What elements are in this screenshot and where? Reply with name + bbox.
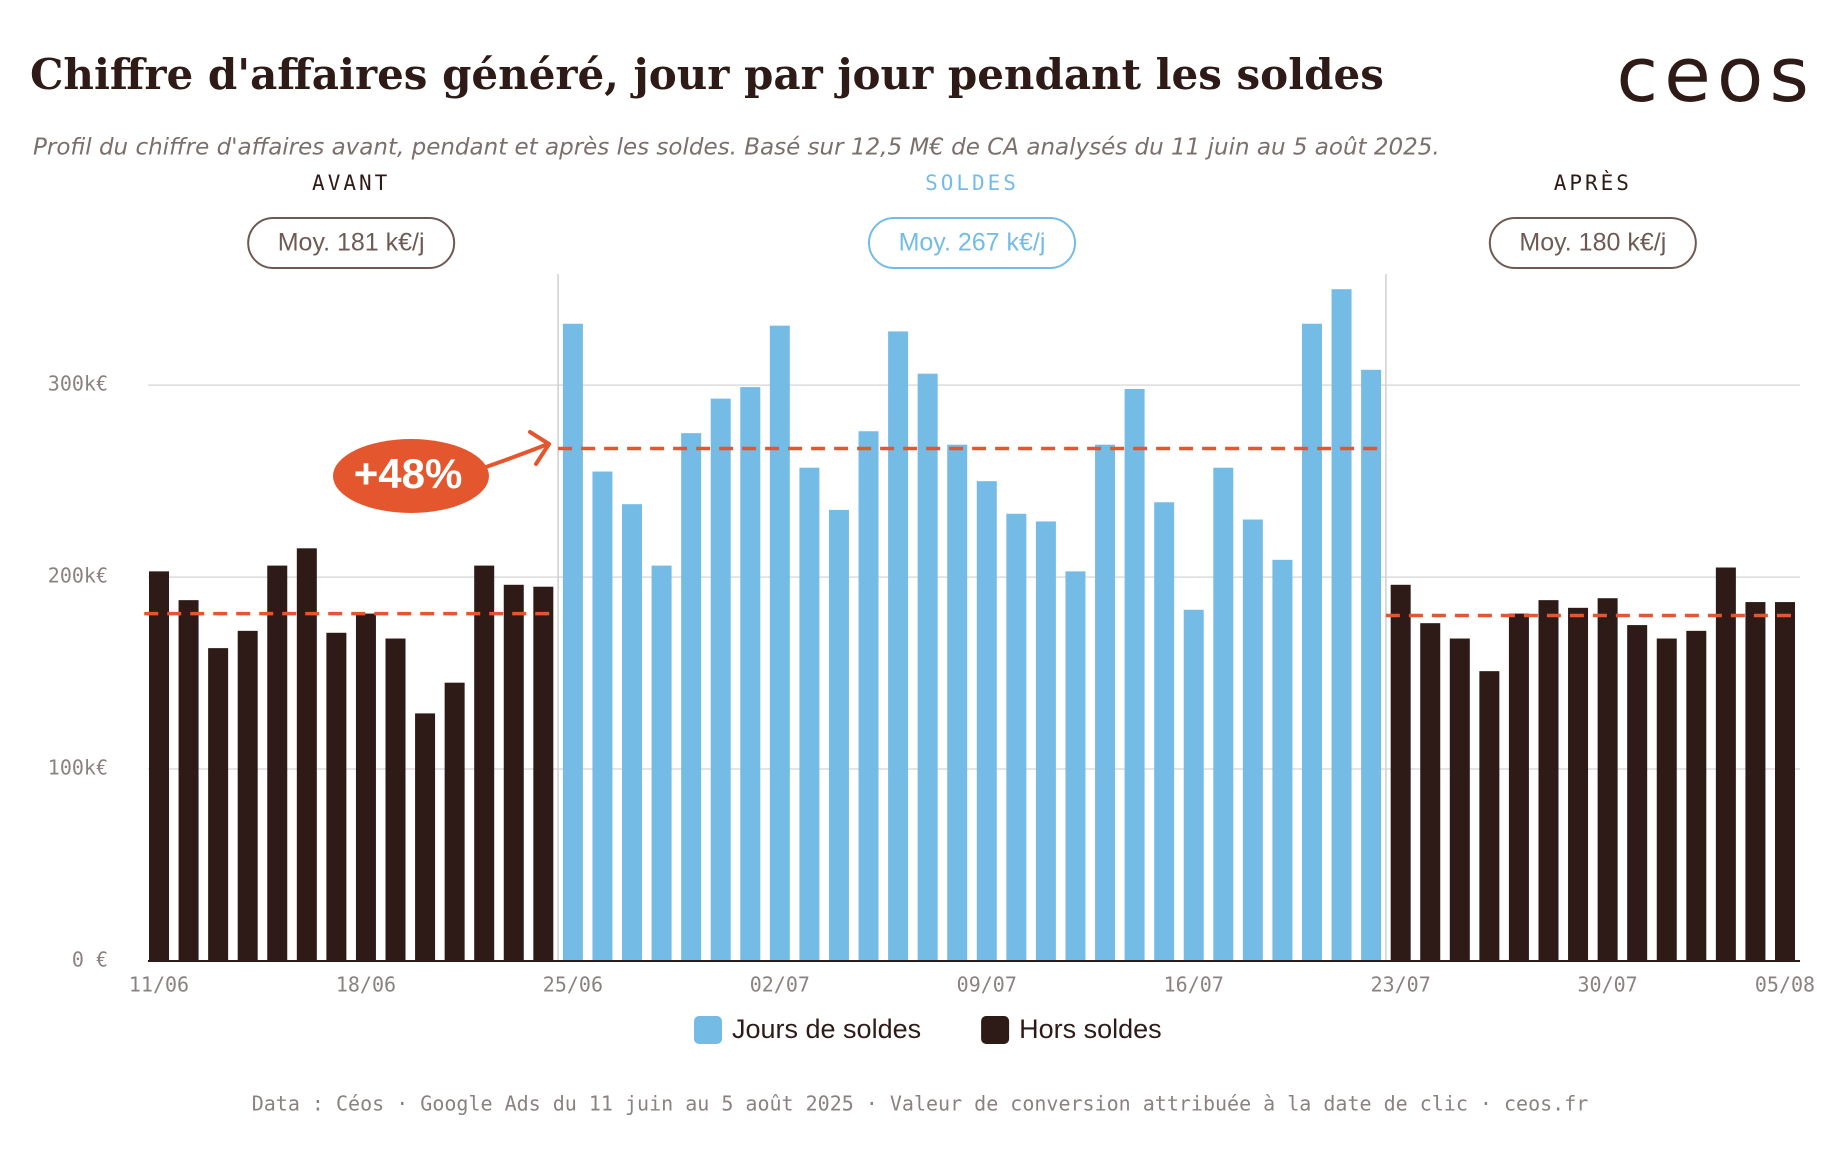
bar	[858, 431, 879, 961]
bar	[1538, 600, 1559, 961]
bar	[1479, 671, 1500, 961]
bar	[1390, 584, 1411, 961]
average-pill	[868, 217, 1076, 269]
bar	[1035, 521, 1056, 961]
bar	[917, 373, 938, 961]
legend-label: Jours de soldes	[732, 1014, 921, 1044]
x-tick-label: 25/06	[543, 973, 603, 997]
bar	[976, 481, 997, 961]
bar	[1154, 502, 1175, 961]
bar	[1095, 444, 1116, 961]
logo: ceos	[1616, 30, 1815, 119]
bar	[1420, 623, 1441, 961]
bar	[1656, 638, 1677, 961]
bar	[622, 504, 643, 961]
bar	[799, 467, 820, 961]
bar	[1508, 613, 1529, 961]
bar	[1597, 598, 1618, 961]
average-label: Moy. 181 k€/j	[278, 229, 425, 257]
bar	[326, 632, 347, 961]
bar	[1715, 567, 1736, 961]
bar	[1627, 625, 1648, 961]
chart-title: Chiffre d'affaires généré, jour par jour…	[30, 50, 1384, 99]
x-tick-label: 02/07	[750, 973, 810, 997]
bar	[267, 565, 288, 961]
legend-label: Hors soldes	[1019, 1014, 1162, 1044]
bar	[149, 571, 169, 961]
bar	[1183, 609, 1204, 961]
bar	[1449, 638, 1470, 961]
bar	[1213, 467, 1234, 961]
average-label: Moy. 267 k€/j	[899, 229, 1046, 257]
bar	[1775, 602, 1795, 961]
bar	[1272, 559, 1293, 961]
bar	[178, 600, 199, 961]
bar	[651, 565, 672, 961]
period-name: AVANT	[312, 171, 390, 195]
x-tick-label: 11/06	[129, 973, 189, 997]
bar	[592, 471, 613, 961]
legend-swatch	[694, 1016, 722, 1044]
bar	[681, 433, 702, 961]
x-tick-label: 23/07	[1371, 973, 1431, 997]
bar	[503, 584, 524, 961]
y-tick-label: 100k€	[48, 756, 108, 780]
bar	[208, 648, 229, 961]
y-tick-label: 300k€	[48, 372, 108, 396]
bar	[1568, 607, 1589, 961]
y-tick-label: 200k€	[48, 564, 108, 588]
average-pill	[247, 217, 456, 269]
average-label: Moy. 180 k€/j	[1519, 229, 1666, 257]
bar	[1065, 571, 1086, 961]
annotation-arrow	[484, 430, 551, 469]
legend-swatch	[981, 1016, 1010, 1044]
annotation: +48%	[354, 450, 463, 497]
bar	[385, 638, 406, 961]
bar	[1124, 389, 1145, 961]
bar	[444, 682, 465, 961]
bar	[1006, 513, 1027, 961]
bar	[710, 398, 731, 961]
bar	[474, 565, 495, 961]
x-tick-label: 16/07	[1164, 973, 1224, 997]
bar	[296, 548, 317, 961]
x-tick-label: 18/06	[336, 973, 396, 997]
period-name: APRÈS	[1554, 170, 1632, 195]
bar	[1242, 519, 1263, 961]
chart-subtitle: Profil du chiffre d'affaires avant, pend…	[33, 135, 1440, 161]
period-name: SOLDES	[925, 171, 1019, 195]
x-tick-label: 05/08	[1755, 973, 1815, 997]
bar	[533, 586, 554, 961]
bar	[1301, 323, 1322, 961]
bar	[1331, 289, 1352, 961]
bar	[1361, 369, 1382, 961]
bar	[1686, 630, 1707, 961]
x-tick-label: 09/07	[957, 973, 1017, 997]
bar	[355, 613, 376, 961]
bar	[769, 325, 790, 961]
bar	[562, 323, 583, 961]
bar	[947, 444, 968, 961]
annotation-bubble	[333, 439, 489, 513]
bar	[740, 387, 761, 961]
x-tick-label: 30/07	[1578, 973, 1638, 997]
bar	[888, 331, 909, 961]
bar	[1745, 602, 1766, 961]
bar	[237, 630, 258, 961]
average-pill	[1488, 217, 1697, 269]
bar	[828, 509, 849, 961]
bar	[415, 713, 436, 961]
y-tick-label: 0 €	[72, 948, 108, 972]
footer: Data : Céos · Google Ads du 11 juin au 5…	[252, 1092, 1589, 1116]
